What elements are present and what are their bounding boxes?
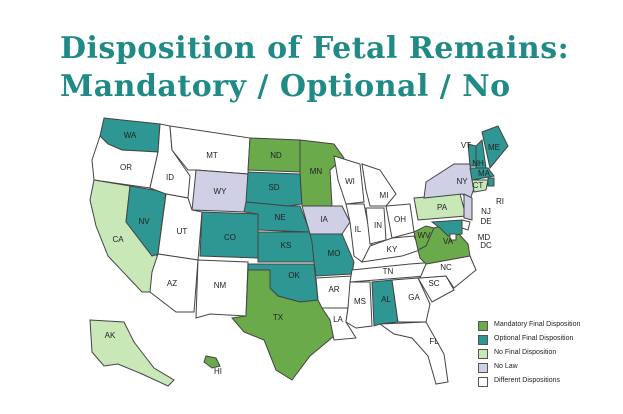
state-label-dc: DC bbox=[480, 241, 492, 250]
legend-label: Optional Final Disposition bbox=[494, 335, 574, 342]
legend-swatch bbox=[478, 335, 488, 345]
state-label-ct: CT bbox=[473, 181, 484, 190]
state-de bbox=[461, 219, 471, 231]
state-label-mo: MO bbox=[328, 249, 341, 258]
state-ia bbox=[301, 205, 351, 235]
map-title: Disposition of Fetal Remains: Mandatory … bbox=[60, 30, 580, 106]
state-label-ga: GA bbox=[408, 293, 420, 302]
state-dc bbox=[449, 233, 457, 241]
state-label-ak: AK bbox=[105, 331, 116, 340]
state-ak bbox=[89, 319, 175, 387]
state-label-ms: MS bbox=[354, 297, 366, 306]
legend: Mandatory Final Disposition Optional Fina… bbox=[478, 320, 618, 390]
state-fl bbox=[378, 321, 449, 385]
state-ct bbox=[471, 179, 489, 193]
state-label-pa: PA bbox=[437, 203, 448, 212]
state-label-hi: HI bbox=[214, 367, 222, 376]
state-label-ok: OK bbox=[288, 271, 300, 280]
state-label-ri: RI bbox=[496, 197, 504, 206]
state-label-oh: OH bbox=[394, 215, 406, 224]
legend-item-mandatory: Mandatory Final Disposition bbox=[478, 320, 618, 331]
legend-label: Different Dispositions bbox=[494, 377, 561, 384]
legend-swatch bbox=[478, 377, 488, 387]
state-label-ar: AR bbox=[328, 285, 339, 294]
state-label-md: MD bbox=[478, 233, 491, 242]
legend-swatch bbox=[478, 349, 488, 359]
state-label-va: VA bbox=[443, 237, 454, 246]
state-label-in: IN bbox=[374, 221, 382, 230]
state-label-sc: SC bbox=[428, 279, 439, 288]
state-tx bbox=[231, 269, 335, 381]
legend-item-no-law: No Law bbox=[478, 362, 618, 373]
state-label-ks: KS bbox=[281, 241, 292, 250]
state-label-nm: NM bbox=[214, 281, 227, 290]
state-nj bbox=[463, 193, 473, 221]
legend-swatch bbox=[478, 363, 488, 373]
state-label-la: LA bbox=[333, 315, 343, 324]
state-label-fl: FL bbox=[429, 337, 439, 346]
state-label-ma: MA bbox=[478, 169, 491, 178]
state-label-de: DE bbox=[480, 217, 491, 226]
state-label-wi: WI bbox=[345, 177, 355, 186]
legend-label: No Final Disposition bbox=[494, 349, 557, 356]
state-ma bbox=[469, 167, 495, 181]
state-label-wa: WA bbox=[124, 131, 137, 140]
state-label-ky: KY bbox=[387, 245, 398, 254]
state-label-mi: MI bbox=[380, 191, 389, 200]
state-ne bbox=[243, 201, 311, 233]
state-label-az: AZ bbox=[167, 279, 177, 288]
state-label-mn: MN bbox=[310, 167, 323, 176]
state-ri bbox=[487, 177, 495, 187]
state-label-tn: TN bbox=[383, 267, 394, 276]
state-al bbox=[371, 279, 399, 327]
state-label-il: IL bbox=[355, 225, 362, 234]
state-mo bbox=[309, 233, 355, 277]
state-label-tx: TX bbox=[273, 313, 284, 322]
state-nm bbox=[195, 259, 249, 319]
legend-item-no-final: No Final Disposition bbox=[478, 348, 618, 359]
state-label-co: CO bbox=[224, 233, 236, 242]
state-label-nh: NH bbox=[472, 159, 484, 168]
state-label-wv: WV bbox=[418, 231, 432, 240]
state-wi bbox=[333, 155, 365, 205]
legend-item-optional: Optional Final Disposition bbox=[478, 334, 618, 345]
state-label-vt: VT bbox=[461, 141, 471, 150]
legend-label: Mandatory Final Disposition bbox=[494, 321, 581, 328]
state-label-ca: CA bbox=[112, 235, 124, 244]
state-hi bbox=[203, 355, 221, 369]
state-label-nd: ND bbox=[270, 151, 282, 160]
state-wv bbox=[413, 225, 435, 251]
state-label-mt: MT bbox=[206, 151, 218, 160]
state-label-wy: WY bbox=[214, 187, 228, 196]
state-ms bbox=[345, 281, 373, 329]
state-sd bbox=[245, 171, 303, 207]
state-label-ia: IA bbox=[320, 215, 328, 224]
state-label-ut: UT bbox=[177, 227, 188, 236]
state-label-id: ID bbox=[166, 173, 174, 182]
legend-swatch bbox=[478, 321, 488, 331]
state-label-al: AL bbox=[381, 295, 391, 304]
title-line-1: Disposition of Fetal Remains: bbox=[60, 31, 570, 66]
state-me bbox=[481, 125, 509, 170]
state-label-ne: NE bbox=[274, 213, 285, 222]
state-mn bbox=[299, 139, 345, 207]
legend-item-different: Different Dispositions bbox=[478, 376, 618, 387]
state-label-or: OR bbox=[120, 163, 132, 172]
state-label-nv: NV bbox=[138, 217, 150, 226]
title-line-2: Mandatory / Optional / No bbox=[60, 69, 511, 104]
state-label-ny: NY bbox=[456, 177, 468, 186]
state-label-nj: NJ bbox=[481, 207, 491, 216]
state-label-nc: NC bbox=[440, 263, 452, 272]
state-label-sd: SD bbox=[268, 183, 279, 192]
state-ny bbox=[423, 163, 475, 201]
legend-label: No Law bbox=[494, 363, 518, 370]
state-label-me: ME bbox=[488, 143, 500, 152]
state-ga bbox=[391, 277, 431, 323]
